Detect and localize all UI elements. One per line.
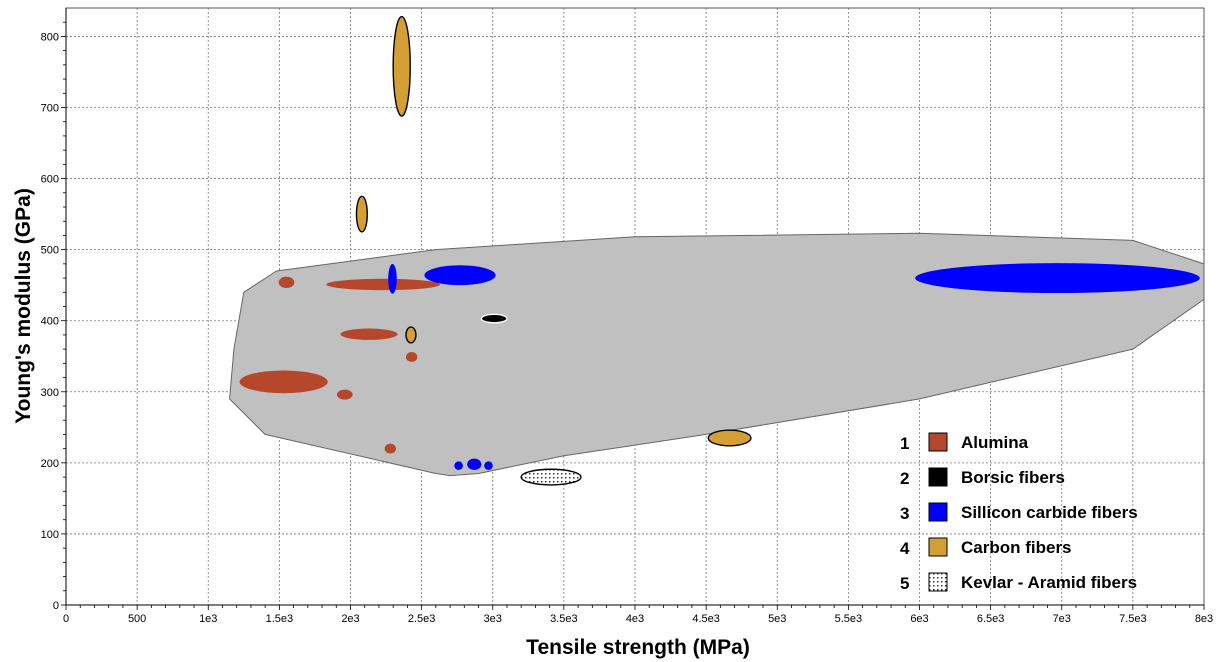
legend-swatch [928,537,948,557]
legend-number: 3 [900,504,909,523]
legend-label: Alumina [961,433,1029,452]
y-tick-label: 800 [41,31,59,43]
envelope [229,232,1205,477]
legend-number: 5 [900,574,909,593]
x-tick-label: 6.5e3 [977,613,1005,625]
x-tick-label: 8e3 [1195,613,1213,625]
x-tick-label: 0 [63,613,69,625]
y-tick-label: 400 [41,316,59,328]
x-tick-label: 7.5e3 [1119,613,1147,625]
borsic-fibers-region [480,313,508,324]
property-envelope [229,232,1205,477]
series-regions [239,15,1200,486]
legend-swatch [928,432,948,452]
x-tick-label: 5e3 [768,613,786,625]
x-tick-label: 3e3 [484,613,502,625]
y-tick-label: 100 [41,529,59,541]
x-tick-label: 4.5e3 [692,613,720,625]
sillicon-carbide-fibers-region [467,458,482,470]
y-tick-label: 600 [41,174,59,186]
alumina-region [405,351,418,362]
x-tick-label: 2e3 [341,613,359,625]
sillicon-carbide-fibers-region [388,263,397,294]
alumina-region [336,389,353,400]
sillicon-carbide-fibers-region [484,461,493,470]
sillicon-carbide-fibers-region [915,263,1200,293]
legend-swatch [928,502,948,522]
legend-number: 2 [900,469,909,488]
legend: 1 Alumina 2 Borsic fibers 3 Sillicon carbide … [900,432,1138,593]
alumina-region [384,443,397,454]
y-tick-label: 200 [41,458,59,470]
x-axis-title: Tensile strength (MPa) [526,636,750,659]
legend-label: Sillicon carbide fibers [961,503,1138,522]
legend-number: 1 [900,434,909,453]
legend-label: Carbon fibers [961,538,1072,557]
x-tick-label: 3.5e3 [550,613,578,625]
alumina-region [340,328,398,340]
y-axis-title: Young's modulus (GPa) [12,188,35,424]
legend-label: Borsic fibers [961,468,1065,487]
x-tick-label: 6e3 [910,613,928,625]
alumina-region [326,278,441,291]
y-tick-label: 700 [41,103,59,115]
kevlar-aramid-fibers-region [520,468,582,486]
x-tick-label: 500 [128,613,146,625]
carbon-fibers-region [355,195,368,233]
sillicon-carbide-fibers-region [424,265,496,286]
x-tick-label: 4e3 [626,613,644,625]
legend-label: Kevlar - Aramid fibers [961,573,1137,592]
alumina-region [278,276,295,289]
x-tick-label: 2.5e3 [408,613,436,625]
y-tick-label: 0 [53,600,59,612]
y-tick-label: 300 [41,387,59,399]
axes: 0 500 1e3 1.5e3 2e3 2.5e3 3e3 3.5e3 4e3 4.5e3 5e3 5… [41,8,1213,625]
carbon-fibers-region [707,429,752,447]
carbon-fibers-region [405,326,417,344]
x-tick-label: 7e3 [1053,613,1071,625]
y-tick-label: 500 [41,245,59,257]
legend-swatch [928,572,948,592]
legend-swatch [928,467,948,487]
sillicon-carbide-fibers-region [454,461,463,470]
x-tick-label: 1.5e3 [266,613,294,625]
alumina-region [239,370,328,394]
legend-number: 4 [900,539,910,558]
x-tick-label: 1e3 [199,613,217,625]
carbon-fibers-region [392,15,411,117]
x-tick-label: 5.5e3 [835,613,863,625]
